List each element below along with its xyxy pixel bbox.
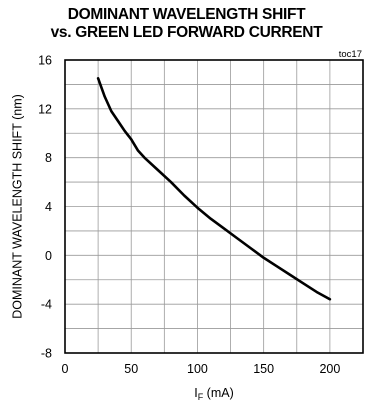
figure-ref-label: toc17 [339, 49, 362, 60]
y-tick-label: 0 [45, 249, 52, 263]
chart-title-line-2: vs. GREEN LED FORWARD CURRENT [50, 24, 323, 41]
y-tick-label: 8 [45, 151, 52, 165]
series-line [96, 77, 332, 301]
x-tick-label: 150 [253, 362, 274, 376]
x-tick-label: 100 [187, 362, 208, 376]
x-tick-label: 50 [124, 362, 138, 376]
x-axis-label-unit: (mA) [203, 386, 234, 400]
tick-labels: 0 50 100 150 200 -8 -4 0 4 8 12 16 [38, 54, 340, 377]
y-tick-label: 12 [38, 102, 52, 116]
y-tick-label: 4 [45, 200, 52, 214]
x-axis-label-main: I [194, 386, 197, 400]
y-axis-label: DOMINANT WAVELENGTH SHIFT (nm) [10, 94, 24, 319]
y-tick-label: -4 [41, 298, 52, 312]
x-axis-label: IF (mA) [194, 386, 234, 402]
x-tick-label: 0 [62, 362, 69, 376]
x-tick-label: 200 [319, 362, 340, 376]
plot-frame [64, 59, 364, 354]
x-axis-label-subscript: F [198, 392, 204, 402]
chart-title-line-1: DOMINANT WAVELENGTH SHIFT [67, 6, 306, 23]
y-tick-label: 16 [38, 54, 52, 68]
gridlines [65, 60, 363, 353]
y-tick-label: -8 [41, 347, 52, 361]
